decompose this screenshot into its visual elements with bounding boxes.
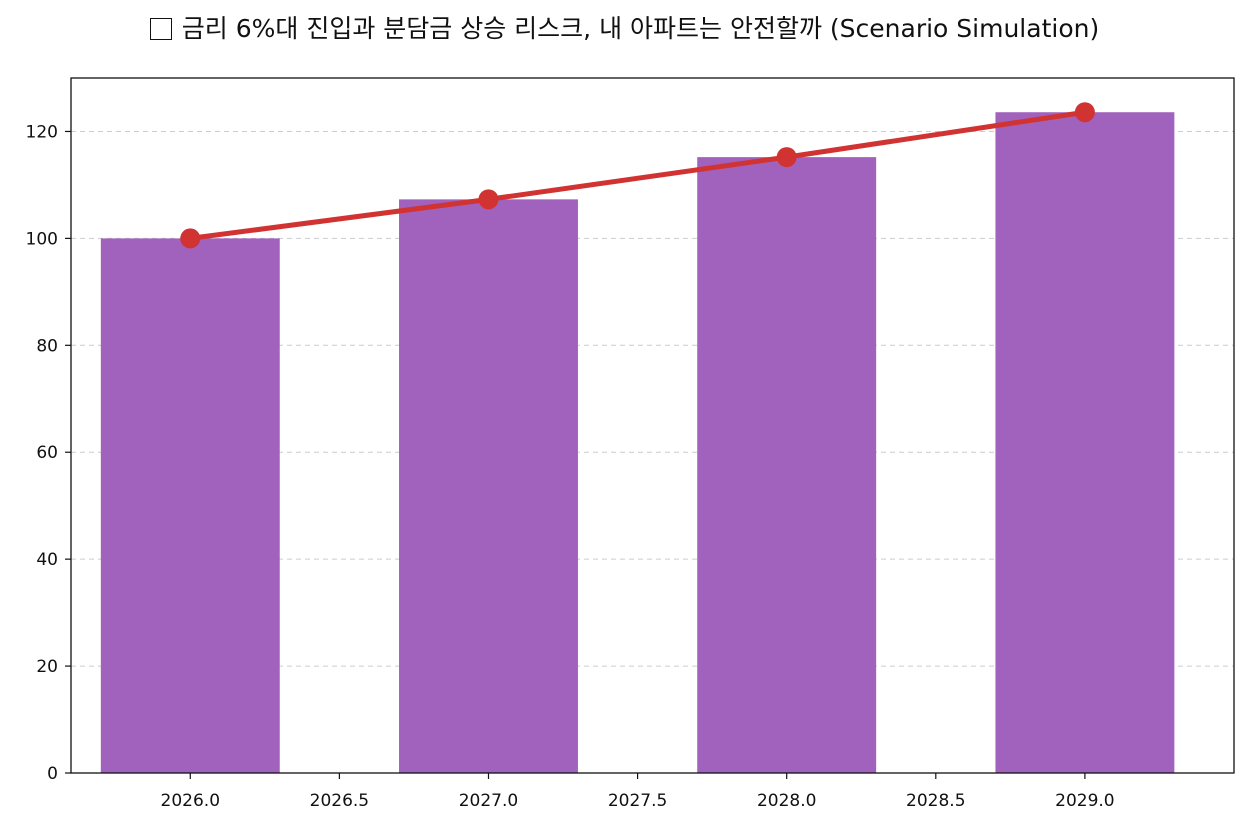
y-tick-label: 120 <box>26 122 58 142</box>
line-point <box>1074 102 1095 123</box>
chart-title: 금리 6%대 진입과 분담금 상승 리스크, 내 아파트는 안전할까 (Scen… <box>181 14 1100 43</box>
series-line <box>187 109 1088 241</box>
bar <box>995 112 1175 773</box>
chart-title-row: 금리 6%대 진입과 분담금 상승 리스크, 내 아파트는 안전할까 (Scen… <box>0 12 1249 46</box>
line-point <box>180 228 201 249</box>
x-tick-label: 2029.0 <box>1055 791 1114 811</box>
x-tick-label: 2028.5 <box>906 791 965 811</box>
tick-labels: 2026.0 2026.5 2027.0 2027.5 2028.0 2028.5 2029… <box>26 122 1115 811</box>
bar <box>399 199 578 774</box>
x-tick-label: 2028.0 <box>757 791 816 811</box>
bar <box>100 238 280 773</box>
line-point <box>478 189 499 210</box>
x-tick-label: 2027.0 <box>459 791 518 811</box>
axes <box>65 77 1235 779</box>
bar <box>697 157 877 774</box>
bar-series <box>100 112 1175 774</box>
y-tick-label: 100 <box>26 229 58 249</box>
line-point <box>776 147 797 168</box>
line-series <box>180 102 1095 249</box>
axes-frame <box>70 77 1235 774</box>
y-tick-label: 60 <box>36 443 58 463</box>
x-tick-label: 2026.5 <box>310 791 369 811</box>
x-tick-label: 2026.0 <box>161 791 220 811</box>
y-tick-label: 20 <box>36 657 58 677</box>
x-tick-label: 2027.5 <box>608 791 667 811</box>
y-tick-label: 0 <box>47 764 58 784</box>
y-tick-label: 40 <box>36 550 58 570</box>
y-tick-label: 80 <box>36 336 58 356</box>
checkbox-outline-icon <box>149 18 172 40</box>
